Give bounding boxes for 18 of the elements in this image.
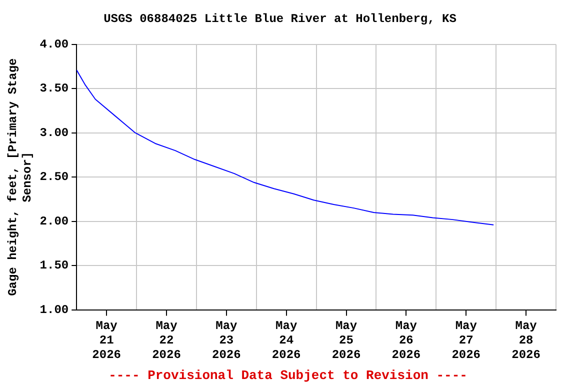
- x-tick-label: May 22 2026: [152, 319, 181, 362]
- x-tick-label: May 21 2026: [92, 319, 121, 362]
- y-tick-label: 4.00: [40, 37, 69, 52]
- y-tick-label: 3.00: [40, 126, 69, 140]
- x-tick-label: May 28 2026: [512, 319, 540, 362]
- x-tick-label: May 25 2026: [332, 319, 361, 362]
- chart-title: USGS 06884025 Little Blue River at Hollenberg, KS: [104, 12, 456, 26]
- y-tick-label: 2.50: [40, 170, 69, 184]
- y-tick-label: 3.50: [40, 82, 69, 96]
- y-axis-title: Gage height, feet, [Primary Stage Sensor]: [6, 58, 35, 296]
- x-tick-label: May 27 2026: [452, 319, 481, 362]
- y-tick-label: 1.50: [40, 258, 69, 273]
- x-tick-label: May 23 2026: [212, 319, 241, 362]
- text: ---- Provisional Data Subject to Revision ----: [108, 368, 468, 383]
- y-tick-label: 2.00: [40, 214, 69, 228]
- y-tick-label: 1.00: [40, 302, 69, 317]
- x-tick-label: May 24 2026: [272, 319, 301, 362]
- x-tick-label: May 26 2026: [392, 319, 421, 362]
